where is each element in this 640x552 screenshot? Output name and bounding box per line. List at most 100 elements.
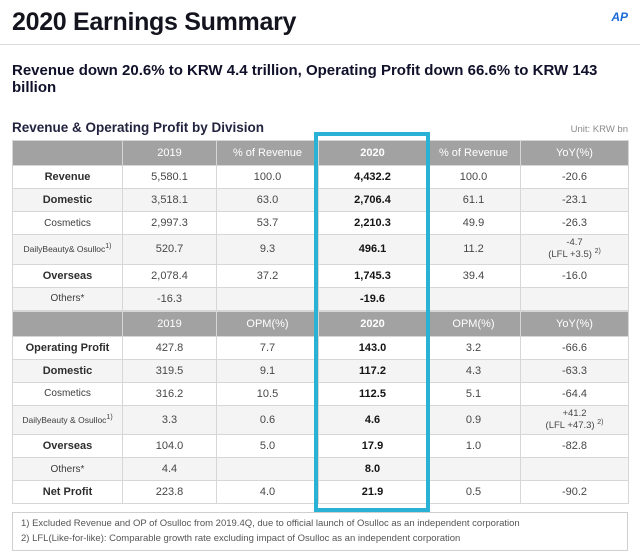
table-cell: 104.0 bbox=[122, 434, 217, 459]
table-cell: 100.0 bbox=[216, 165, 319, 189]
table-row: Overseas 104.0 5.0 17.9 1.0 -82.8 bbox=[12, 434, 629, 459]
row-label: Operating Profit bbox=[12, 335, 123, 360]
table-cell: 2,706.4 bbox=[318, 188, 427, 212]
table-row: Net Profit 223.8 4.0 21.9 0.5 -90.2 bbox=[12, 480, 629, 505]
table-cell: 427.8 bbox=[122, 335, 217, 360]
table-cell: 2,078.4 bbox=[122, 263, 217, 288]
footnote-2: 2) LFL(Like-for-like): Comparable growth… bbox=[21, 532, 461, 544]
key-message: Revenue down 20.6% to KRW 4.4 trillion, … bbox=[12, 62, 598, 96]
table-cell: 9.3 bbox=[216, 234, 319, 265]
table-row: DailyBeauty& Osulloc1) 520.7 9.3 496.1 11.2-… bbox=[12, 234, 629, 265]
column-header bbox=[12, 140, 123, 166]
table-cell: 3.2 bbox=[426, 335, 521, 360]
row-label: Others* bbox=[12, 286, 123, 311]
column-header: 2020 bbox=[318, 310, 427, 337]
table-cell: -90.2 bbox=[520, 480, 629, 505]
table-cell: 49.9 bbox=[426, 211, 521, 235]
table-cell: 7.7 bbox=[216, 335, 319, 360]
table-cell: 0.9 bbox=[426, 404, 521, 436]
slide-header: 2020 Earnings Summary AP bbox=[12, 8, 628, 37]
row-label: Overseas bbox=[12, 263, 123, 288]
table-cell: 61.1 bbox=[426, 188, 521, 212]
table-cell: 4,432.2 bbox=[318, 165, 427, 189]
column-header: YoY(%) bbox=[520, 140, 629, 166]
table-cell: 53.7 bbox=[216, 211, 319, 235]
table-cell: 496.1 bbox=[318, 234, 427, 265]
table-cell: 21.9 bbox=[318, 480, 427, 505]
table-cell: 63.0 bbox=[216, 188, 319, 212]
row-label: Revenue bbox=[12, 165, 123, 189]
company-logo: AP bbox=[611, 10, 628, 24]
table-cell: 112.5 bbox=[318, 381, 427, 406]
table-cell: -4.7 (LFL +3.5) 2) bbox=[520, 234, 629, 265]
table-row: Cosmetics 316.2 10.5 112.5 5.1 -64.4 bbox=[12, 381, 629, 406]
table-cell: 10.5 bbox=[216, 381, 319, 406]
table-row: Overseas 2,078.4 37.2 1,745.3 39.4 -16.0 bbox=[12, 263, 629, 288]
table-row: Domestic 319.5 9.1 117.2 4.3 -63.3 bbox=[12, 358, 629, 383]
revenue-table: 2019% of Revenue 2020% of Revenue YoY(%) Re… bbox=[12, 140, 629, 311]
table-cell bbox=[520, 286, 629, 311]
table-cell: -19.6 bbox=[318, 286, 427, 311]
row-label: Domestic bbox=[12, 358, 123, 383]
column-header: OPM(%) bbox=[216, 310, 319, 337]
table-row: Revenue 5,580.1 100.0 4,432.2 100.0 -20.6 bbox=[12, 165, 629, 189]
table-cell: 3.3 bbox=[122, 404, 217, 436]
table-cell: 2,997.3 bbox=[122, 211, 217, 235]
table-cell bbox=[426, 286, 521, 311]
division-tables: 2019% of Revenue 2020% of Revenue YoY(%) Re… bbox=[12, 132, 629, 513]
section-header-row: Revenue & Operating Profit by Division U… bbox=[12, 120, 628, 135]
column-header: OPM(%) bbox=[426, 310, 521, 337]
table-cell: 223.8 bbox=[122, 480, 217, 505]
table-cell: 1,745.3 bbox=[318, 263, 427, 288]
row-label: Cosmetics bbox=[12, 211, 123, 235]
table-cell bbox=[216, 286, 319, 311]
table-cell: 4.3 bbox=[426, 358, 521, 383]
table-cell: 316.2 bbox=[122, 381, 217, 406]
table-cell: 143.0 bbox=[318, 335, 427, 360]
table-cell: 17.9 bbox=[318, 434, 427, 459]
column-header bbox=[12, 310, 123, 337]
row-label: Overseas bbox=[12, 434, 123, 459]
table-cell: 39.4 bbox=[426, 263, 521, 288]
row-label: Net Profit bbox=[12, 480, 123, 505]
table-cell: 5,580.1 bbox=[122, 165, 217, 189]
table-cell: 100.0 bbox=[426, 165, 521, 189]
table-cell bbox=[426, 457, 521, 482]
table-row: Others* 4.4 8.0 bbox=[12, 457, 629, 482]
table-cell bbox=[216, 457, 319, 482]
section-title: Revenue & Operating Profit by Division bbox=[12, 120, 265, 135]
table-cell: 3,518.1 bbox=[122, 188, 217, 212]
table-cell: -20.6 bbox=[520, 165, 629, 189]
table-cell: -16.3 bbox=[122, 286, 217, 311]
table-row: DailyBeauty & Osulloc1) 3.3 0.6 4.6 0.9 +41.2… bbox=[12, 404, 629, 436]
table-cell: -66.6 bbox=[520, 335, 629, 360]
table-cell: 37.2 bbox=[216, 263, 319, 288]
table-cell: 2,210.3 bbox=[318, 211, 427, 235]
table-cell: +41.2 (LFL +47.3) 2) bbox=[520, 404, 629, 436]
table-cell: -16.0 bbox=[520, 263, 629, 288]
column-header: 2019 bbox=[122, 310, 217, 337]
operating-profit-table: 2019 OPM(%) 2020 OPM(%) YoY(%) Operating Prof… bbox=[12, 310, 629, 505]
table-cell: 0.5 bbox=[426, 480, 521, 505]
table-row: Others* -16.3 -19.6 bbox=[12, 286, 629, 311]
table-row: Operating Profit 427.8 7.7 143.0 3.2 -66.6 bbox=[12, 335, 629, 360]
table-cell: 117.2 bbox=[318, 358, 427, 383]
page-title: 2020 Earnings Summary bbox=[12, 8, 297, 36]
row-label: DailyBeauty& Osulloc1) bbox=[12, 234, 123, 265]
table-cell: -64.4 bbox=[520, 381, 629, 406]
table-row: Cosmetics 2,997.3 53.7 2,210.3 49.9 -26.3 bbox=[12, 211, 629, 235]
column-header: % of Revenue bbox=[216, 140, 319, 166]
table-cell bbox=[520, 457, 629, 482]
table-cell: 5.0 bbox=[216, 434, 319, 459]
row-label: Domestic bbox=[12, 188, 123, 212]
table-cell: 5.1 bbox=[426, 381, 521, 406]
title-divider bbox=[0, 44, 640, 45]
table-cell: 4.0 bbox=[216, 480, 319, 505]
column-header: YoY(%) bbox=[520, 310, 629, 337]
column-header: % of Revenue bbox=[426, 140, 521, 166]
row-label: Others* bbox=[12, 457, 123, 482]
table-cell: -26.3 bbox=[520, 211, 629, 235]
table-cell: -23.1 bbox=[520, 188, 629, 212]
table-cell: 4.4 bbox=[122, 457, 217, 482]
table-cell: 8.0 bbox=[318, 457, 427, 482]
